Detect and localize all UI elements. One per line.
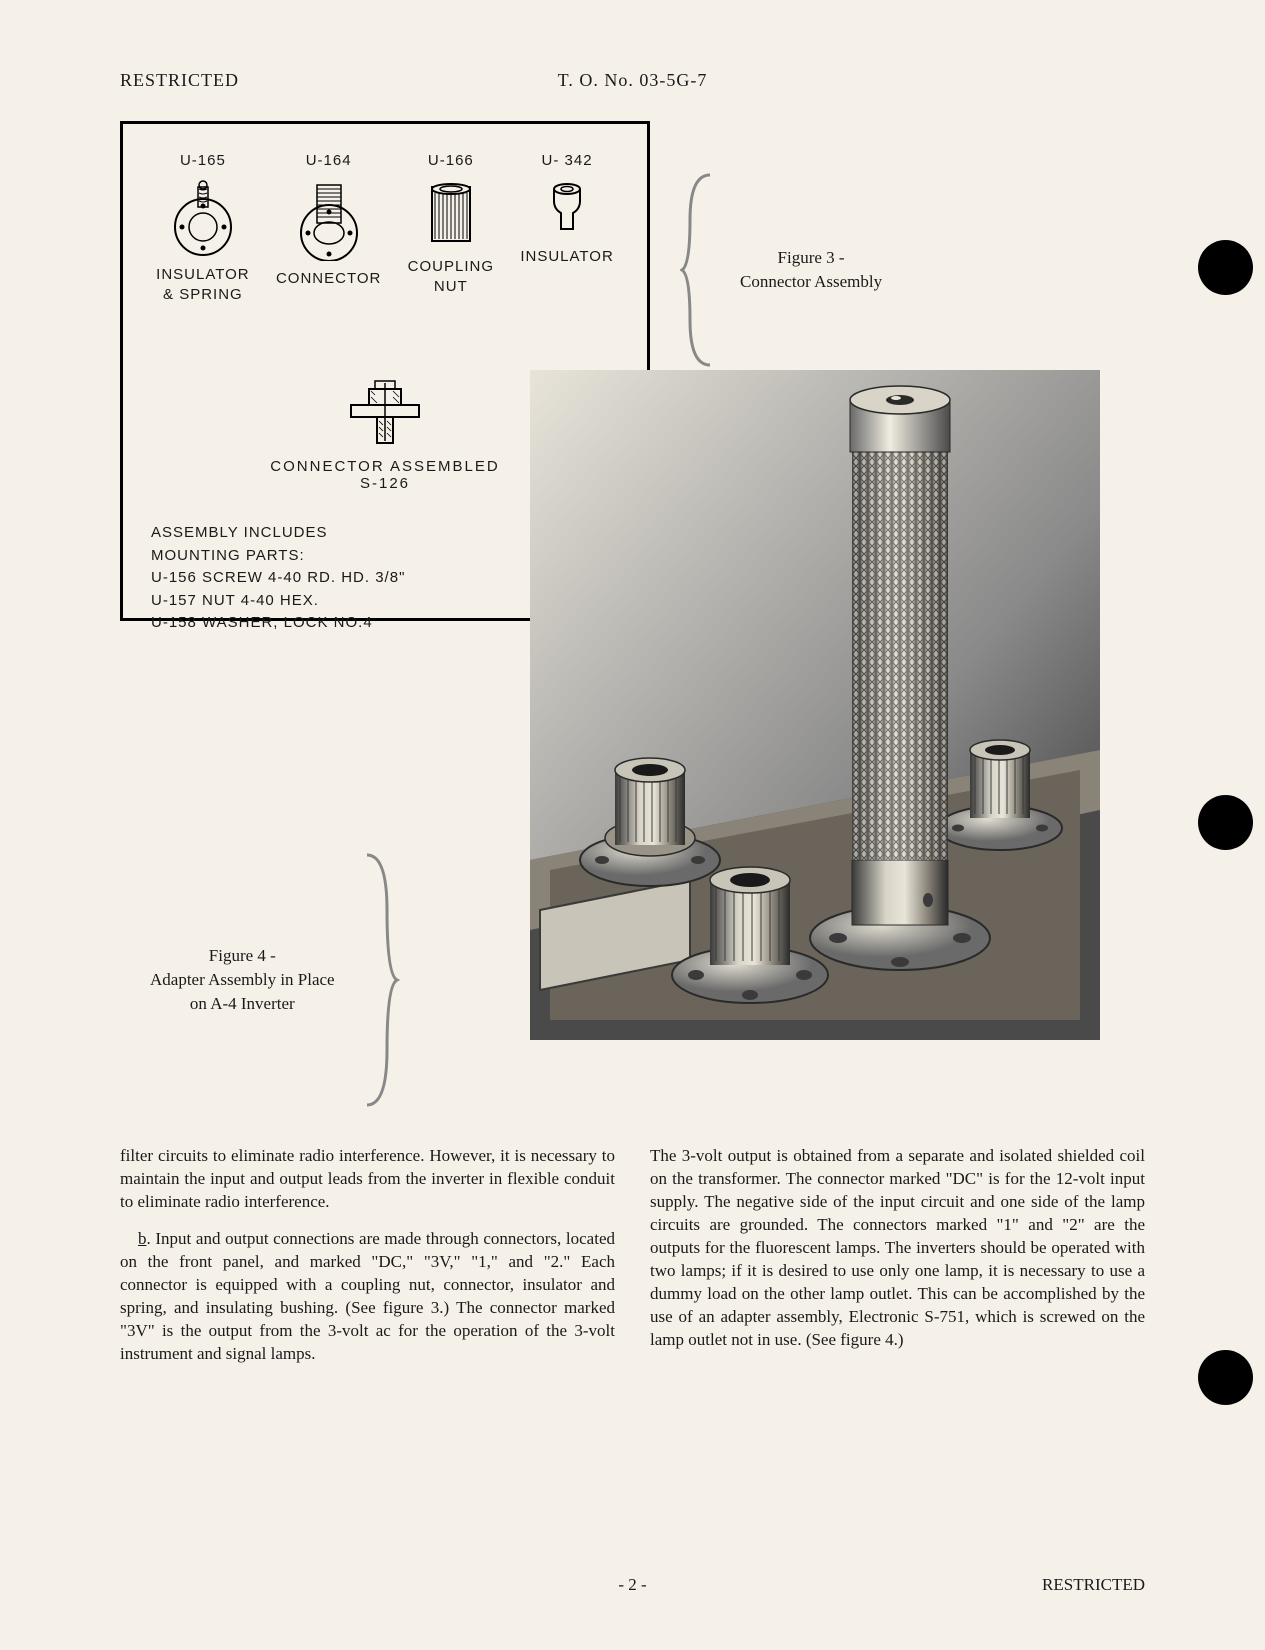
part-u164: U-164 <box>276 152 381 289</box>
brace-right-icon <box>355 850 400 1110</box>
coupling-nut-icon <box>422 179 480 249</box>
classification-bottom: RESTRICTED <box>1042 1575 1145 1595</box>
connector-assembled-icon <box>345 377 425 447</box>
part-u165: U-165 INSULATOR & SPRING <box>156 152 249 304</box>
page-footer: - 2 - RESTRICTED <box>120 1575 1145 1595</box>
hole-punch <box>1198 795 1253 850</box>
figure-4-photo <box>530 370 1100 1040</box>
connector-icon <box>290 179 368 261</box>
body-text: filter circuits to eliminate radio inter… <box>120 1145 1145 1379</box>
figure-3-caption: Figure 3 - Connector Assembly <box>680 170 882 370</box>
part-u166: U-166 COUPLI <box>408 152 494 296</box>
hole-punch <box>1198 240 1253 295</box>
figure-4-caption: Figure 4 - Adapter Assembly in Place on … <box>150 850 400 1110</box>
doc-number: T. O. No. 03-5G-7 <box>558 70 708 91</box>
column-1: filter circuits to eliminate radio inter… <box>120 1145 615 1379</box>
page-header: RESTRICTED T. O. No. 03-5G-7 <box>120 70 1155 91</box>
part-u342: U- 342 INSULATOR <box>520 152 613 267</box>
column-2: The 3-volt output is obtained from a sep… <box>650 1145 1145 1379</box>
page-number: - 2 - <box>618 1575 646 1595</box>
brace-left-icon <box>680 170 720 370</box>
insulator-icon <box>545 179 589 239</box>
classification-top: RESTRICTED <box>120 70 239 91</box>
insulator-spring-icon <box>164 179 242 257</box>
hole-punch <box>1198 1350 1253 1405</box>
